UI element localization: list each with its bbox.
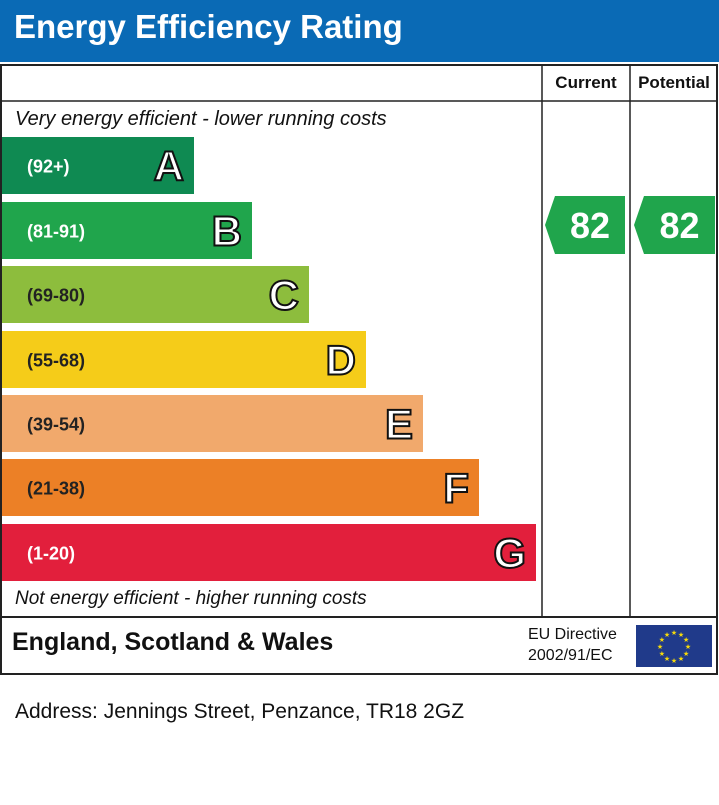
eu-star-icon: ★ (664, 655, 670, 663)
eu-star-icon: ★ (659, 650, 665, 658)
page-title: Energy Efficiency Rating (14, 8, 403, 45)
eu-star-icon: ★ (659, 636, 665, 644)
eu-directive-number: 2002/91/EC (528, 647, 613, 664)
band-f (2, 459, 479, 516)
rating-arrows: 82 82 (545, 196, 715, 254)
band-range-b: (81-91) (27, 222, 85, 242)
band-range-c: (69-80) (27, 286, 85, 306)
band-letter-g: G (493, 530, 526, 577)
eu-star-icon: ★ (664, 631, 670, 639)
chart-frame (0, 64, 718, 675)
eu-star-icon: ★ (683, 636, 689, 644)
band-range-a: (92+) (27, 157, 70, 177)
band-e (2, 395, 423, 452)
column-current-header: Current (555, 73, 617, 92)
potential-rating-value: 82 (659, 205, 699, 246)
eu-star-icon: ★ (678, 631, 684, 639)
band-b (2, 202, 252, 259)
band-g (2, 524, 536, 581)
current-rating-arrow (545, 196, 625, 254)
band-d (2, 331, 366, 388)
band-a (2, 137, 194, 194)
top-caption: Very energy efficient - lower running co… (15, 108, 387, 130)
eu-flag-icon: ★ ★ ★ ★ ★ ★ ★ ★ ★ ★ ★ ★ (636, 625, 712, 667)
address-text: Address: Jennings Street, Penzance, TR18… (15, 700, 465, 723)
band-letter-c: C (269, 272, 299, 319)
band-letter-a: A (154, 143, 184, 190)
eu-star-icon: ★ (685, 643, 691, 651)
band-letter-b: B (212, 208, 242, 255)
band-letter-f: F (443, 465, 469, 512)
eu-directive-label: EU Directive (528, 626, 617, 643)
footer-country: England, Scotland & Wales (12, 628, 334, 656)
header-bar: Energy Efficiency Rating (0, 0, 719, 62)
band-range-e: (39-54) (27, 415, 85, 435)
band-c (2, 266, 309, 323)
band-letter-e: E (385, 401, 413, 448)
eu-star-icon: ★ (657, 643, 663, 651)
bottom-caption: Not energy efficient - higher running co… (15, 588, 367, 609)
column-potential-header: Potential (638, 73, 710, 92)
eu-star-icon: ★ (671, 657, 677, 665)
eu-star-icon: ★ (683, 650, 689, 658)
band-range-f: (21-38) (27, 479, 85, 499)
potential-rating-arrow (634, 196, 715, 254)
band-range-g: (1-20) (27, 544, 75, 564)
eu-star-icon: ★ (671, 629, 677, 637)
rating-bands: (92+) A (81-91) B (69-80) C (55-68) D (39-54) E (2… (2, 137, 536, 581)
eu-stars: ★★★★★★★★★ ★ ★★ (657, 629, 691, 665)
band-range-d: (55-68) (27, 351, 85, 371)
band-letter-d: D (326, 337, 356, 384)
current-rating-value: 82 (570, 205, 610, 246)
eu-star-icon: ★ (678, 655, 684, 663)
